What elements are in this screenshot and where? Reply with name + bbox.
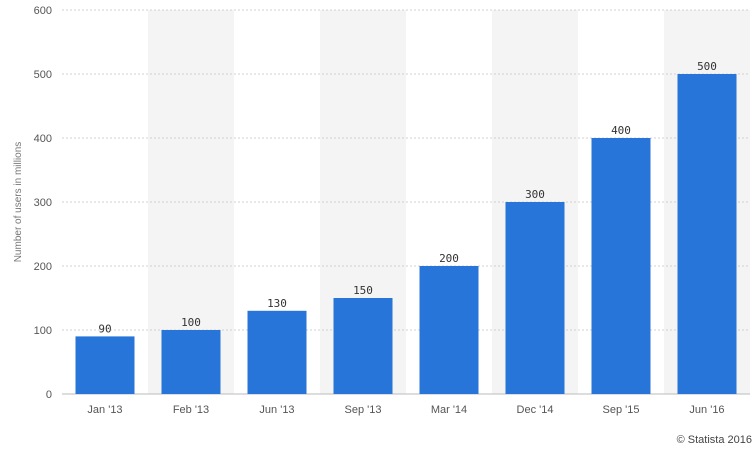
bar: [333, 298, 393, 394]
y-tick-label: 600: [34, 5, 52, 17]
data-label: 150: [353, 284, 373, 297]
data-label: 200: [439, 252, 459, 265]
x-tick-label: Jun '13: [259, 404, 294, 416]
bars: [75, 74, 737, 394]
bar: [505, 202, 565, 394]
bar: [247, 310, 307, 394]
x-tick-label: Sep '13: [345, 404, 382, 416]
x-tick-label: Dec '14: [517, 404, 554, 416]
y-axis-tick-labels: 0 100 200 300 400 500 600: [34, 5, 52, 401]
bar: [419, 266, 479, 394]
credit-label: © Statista 2016: [676, 434, 752, 446]
data-label: 500: [697, 60, 717, 73]
x-tick-label: Jan '13: [87, 404, 122, 416]
x-tick-label: Feb '13: [173, 404, 209, 416]
y-tick-label: 100: [34, 325, 52, 337]
y-tick-label: 400: [34, 133, 52, 145]
bar: [677, 74, 737, 394]
x-tick-label: Jun '16: [689, 404, 724, 416]
bar: [75, 336, 135, 394]
data-labels: 90 100 130 150 200 300 400 500: [98, 60, 717, 335]
x-tick-label: Sep '15: [603, 404, 640, 416]
y-tick-label: 500: [34, 69, 52, 81]
x-tick-label: Mar '14: [431, 404, 467, 416]
data-label: 90: [98, 322, 111, 335]
y-axis-title: Number of users in millions: [13, 142, 24, 263]
data-label: 300: [525, 188, 545, 201]
bar: [161, 330, 221, 394]
data-label: 100: [181, 316, 201, 329]
y-tick-label: 0: [46, 389, 52, 401]
x-axis-tick-labels: Jan '13 Feb '13 Jun '13 Sep '13 Mar '14 Dec '…: [87, 404, 724, 416]
bar: [591, 138, 651, 394]
y-tick-label: 200: [34, 261, 52, 273]
data-label: 400: [611, 124, 631, 137]
data-label: 130: [267, 297, 287, 310]
y-tick-label: 300: [34, 197, 52, 209]
